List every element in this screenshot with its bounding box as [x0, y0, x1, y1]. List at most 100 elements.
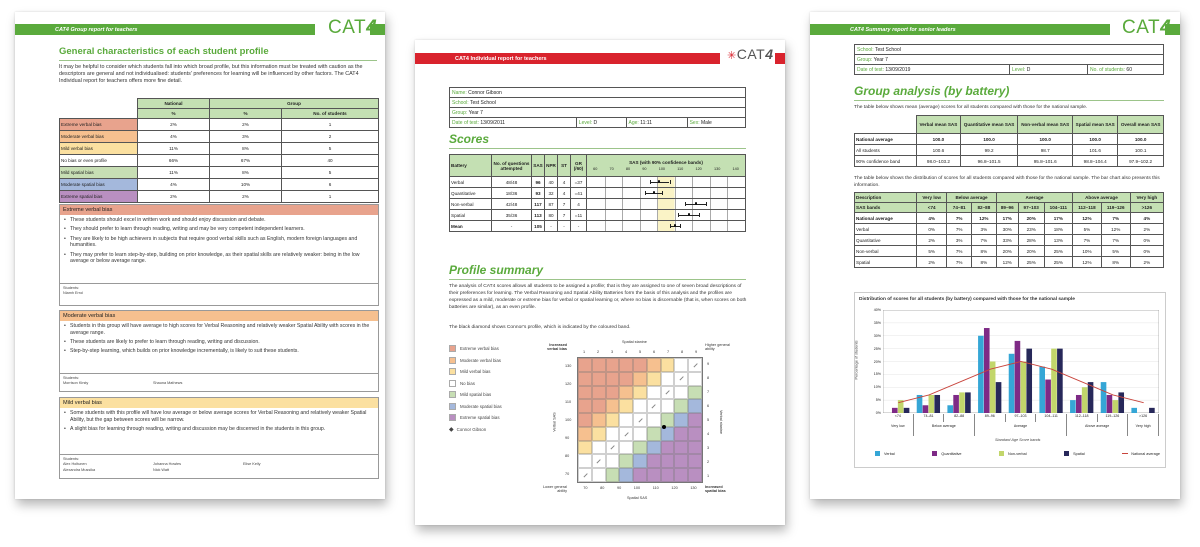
national-pct: 4%	[137, 130, 210, 143]
x-category: >126	[1128, 414, 1159, 422]
profile-distribution-table: National Group % % No. of students Extre…	[59, 98, 379, 203]
national-pct: 66%	[137, 154, 210, 167]
bar-spatial	[1149, 407, 1155, 413]
students-count-label: No. of students:	[1090, 66, 1126, 73]
pct-value: 12%	[971, 212, 997, 224]
divider	[59, 60, 377, 61]
bar-non-verbal	[1020, 361, 1027, 413]
y-tick: 5%	[875, 398, 881, 403]
mean-value: 100.0	[1117, 133, 1164, 145]
school-info-table: School: Test School Group: Year 7 Date o…	[854, 44, 1164, 75]
bullet-item: These students are likely to prefer to l…	[64, 339, 374, 346]
logo-number: 4	[366, 17, 378, 38]
profile-grid-cell	[688, 426, 702, 441]
level-value: D	[593, 119, 598, 126]
group-pct: 2%	[209, 118, 282, 131]
student-name: Johanna Howles	[153, 462, 182, 467]
sas-confidence-band	[586, 198, 746, 210]
pct-value: 5%	[1072, 223, 1102, 235]
sas-label: 100	[565, 418, 572, 422]
stanine-label: 9	[707, 362, 710, 366]
st: 7	[557, 198, 571, 210]
pct-value: 12%	[1100, 223, 1131, 235]
group-pct: 67%	[209, 154, 282, 167]
profile-grid-cell	[619, 440, 634, 455]
profile-grid-cell	[605, 399, 620, 414]
name-field: Name: Connor Gibson	[449, 87, 746, 98]
table-row: No bias or even profile 66% 67% 40	[59, 154, 379, 167]
npr: 80	[544, 209, 558, 221]
mean-value: 98.0–103.2	[916, 155, 961, 167]
pct-value: 2%	[1129, 256, 1165, 268]
profile-grid-cell	[619, 454, 634, 469]
stanine-label: 8	[680, 350, 684, 354]
sas-label: 80	[600, 486, 605, 490]
banner-title: CAT4 Summary report for senior leaders	[850, 26, 956, 33]
students-list: Students: Alex Holtunen Johanna Howles E…	[60, 454, 378, 478]
y-tick: 35%	[873, 320, 881, 325]
st: 7	[557, 209, 571, 221]
student-name: Niamh Errol	[63, 291, 84, 296]
logo-number: 4	[765, 46, 774, 62]
col-non-verbal: Non-verbal mean SAS	[1017, 115, 1074, 134]
cat4-logo: ✳CAT4	[727, 46, 773, 62]
sas-label: 110	[652, 486, 659, 490]
profile-grid-cell	[646, 440, 661, 455]
student-count: 5	[281, 142, 379, 155]
pct-value: 7%	[946, 212, 973, 224]
profile-grid-cell	[646, 358, 661, 372]
mean-sas-table: Verbal mean SAS Quantitative mean SAS No…	[854, 115, 1164, 167]
bullet-item: They should prefer to learn through read…	[64, 226, 374, 233]
sas-label: 80	[565, 454, 570, 458]
level-field: Level: D	[575, 117, 627, 128]
age-value: 11:11	[640, 119, 652, 126]
stanine-label: 3	[707, 446, 710, 450]
school-field: School: Test School	[449, 97, 746, 108]
pct-value: 8%	[1100, 256, 1131, 268]
pct-value: 12%	[1072, 212, 1102, 224]
sas-point-icon	[673, 224, 676, 227]
chart-title: Distribution of scores for all students …	[859, 297, 1075, 302]
profile-grid-cell	[578, 468, 592, 482]
sas-point-icon	[687, 213, 690, 216]
summary-report-page: CAT4 Summary report for senior leaders C…	[810, 12, 1180, 499]
profile-grid-cell	[674, 468, 689, 482]
profile-grid-cell	[674, 440, 689, 455]
legend-label: Spatial	[1073, 451, 1085, 456]
group-label: Group:	[857, 56, 873, 63]
battery-name: Spatial	[449, 209, 492, 221]
bar-quantitative	[922, 405, 929, 413]
legend-item: ◆ Connor Gibson	[449, 424, 529, 435]
profile-grid-cell	[633, 358, 647, 372]
sas-band: <74	[915, 202, 948, 213]
col-verbal: Verbal mean SAS	[916, 115, 961, 134]
row-label: Non-verbal	[854, 245, 917, 257]
table-row: Quantitative 2% 3% 7% 33% 28% 13% 7% 7% 0%	[854, 234, 1165, 246]
scale-tick: 70	[609, 167, 614, 171]
students-label: Students:	[63, 376, 80, 380]
profile-grid-cell	[605, 358, 620, 372]
student-name: Alexandra Mussika	[63, 467, 96, 472]
group-value: Year 7	[873, 56, 888, 63]
student-name: Nick Watt	[153, 467, 170, 472]
grid-top-left-label: Increased verbal bias	[547, 343, 567, 351]
sas: 93	[531, 187, 545, 199]
sex-value: Male	[701, 119, 712, 126]
profile-grid-cell	[660, 399, 675, 414]
group-pct: 3%	[209, 130, 282, 143]
sas-band: >126	[1129, 202, 1165, 213]
bullet-item: Students in this group will have average…	[64, 323, 374, 337]
profile-grid-cell	[646, 426, 661, 441]
summary-report-banner: CAT4 Summary report for senior leaders	[810, 24, 1110, 35]
col-quantitative: Quantitative mean SAS	[959, 115, 1019, 134]
legend-label: Connor Gibson	[456, 426, 487, 432]
banner-tail	[1165, 24, 1180, 35]
legend-swatch	[1064, 451, 1070, 456]
profile-grid-cell	[591, 413, 606, 427]
legend-item: Extreme spatial bias	[449, 412, 529, 424]
profile-grid-cell	[619, 399, 634, 414]
x-category: 97–103	[1006, 414, 1037, 422]
profile-grid-cell	[591, 358, 606, 372]
profile-grid-cell	[619, 371, 634, 386]
student-count: 1	[281, 190, 379, 203]
